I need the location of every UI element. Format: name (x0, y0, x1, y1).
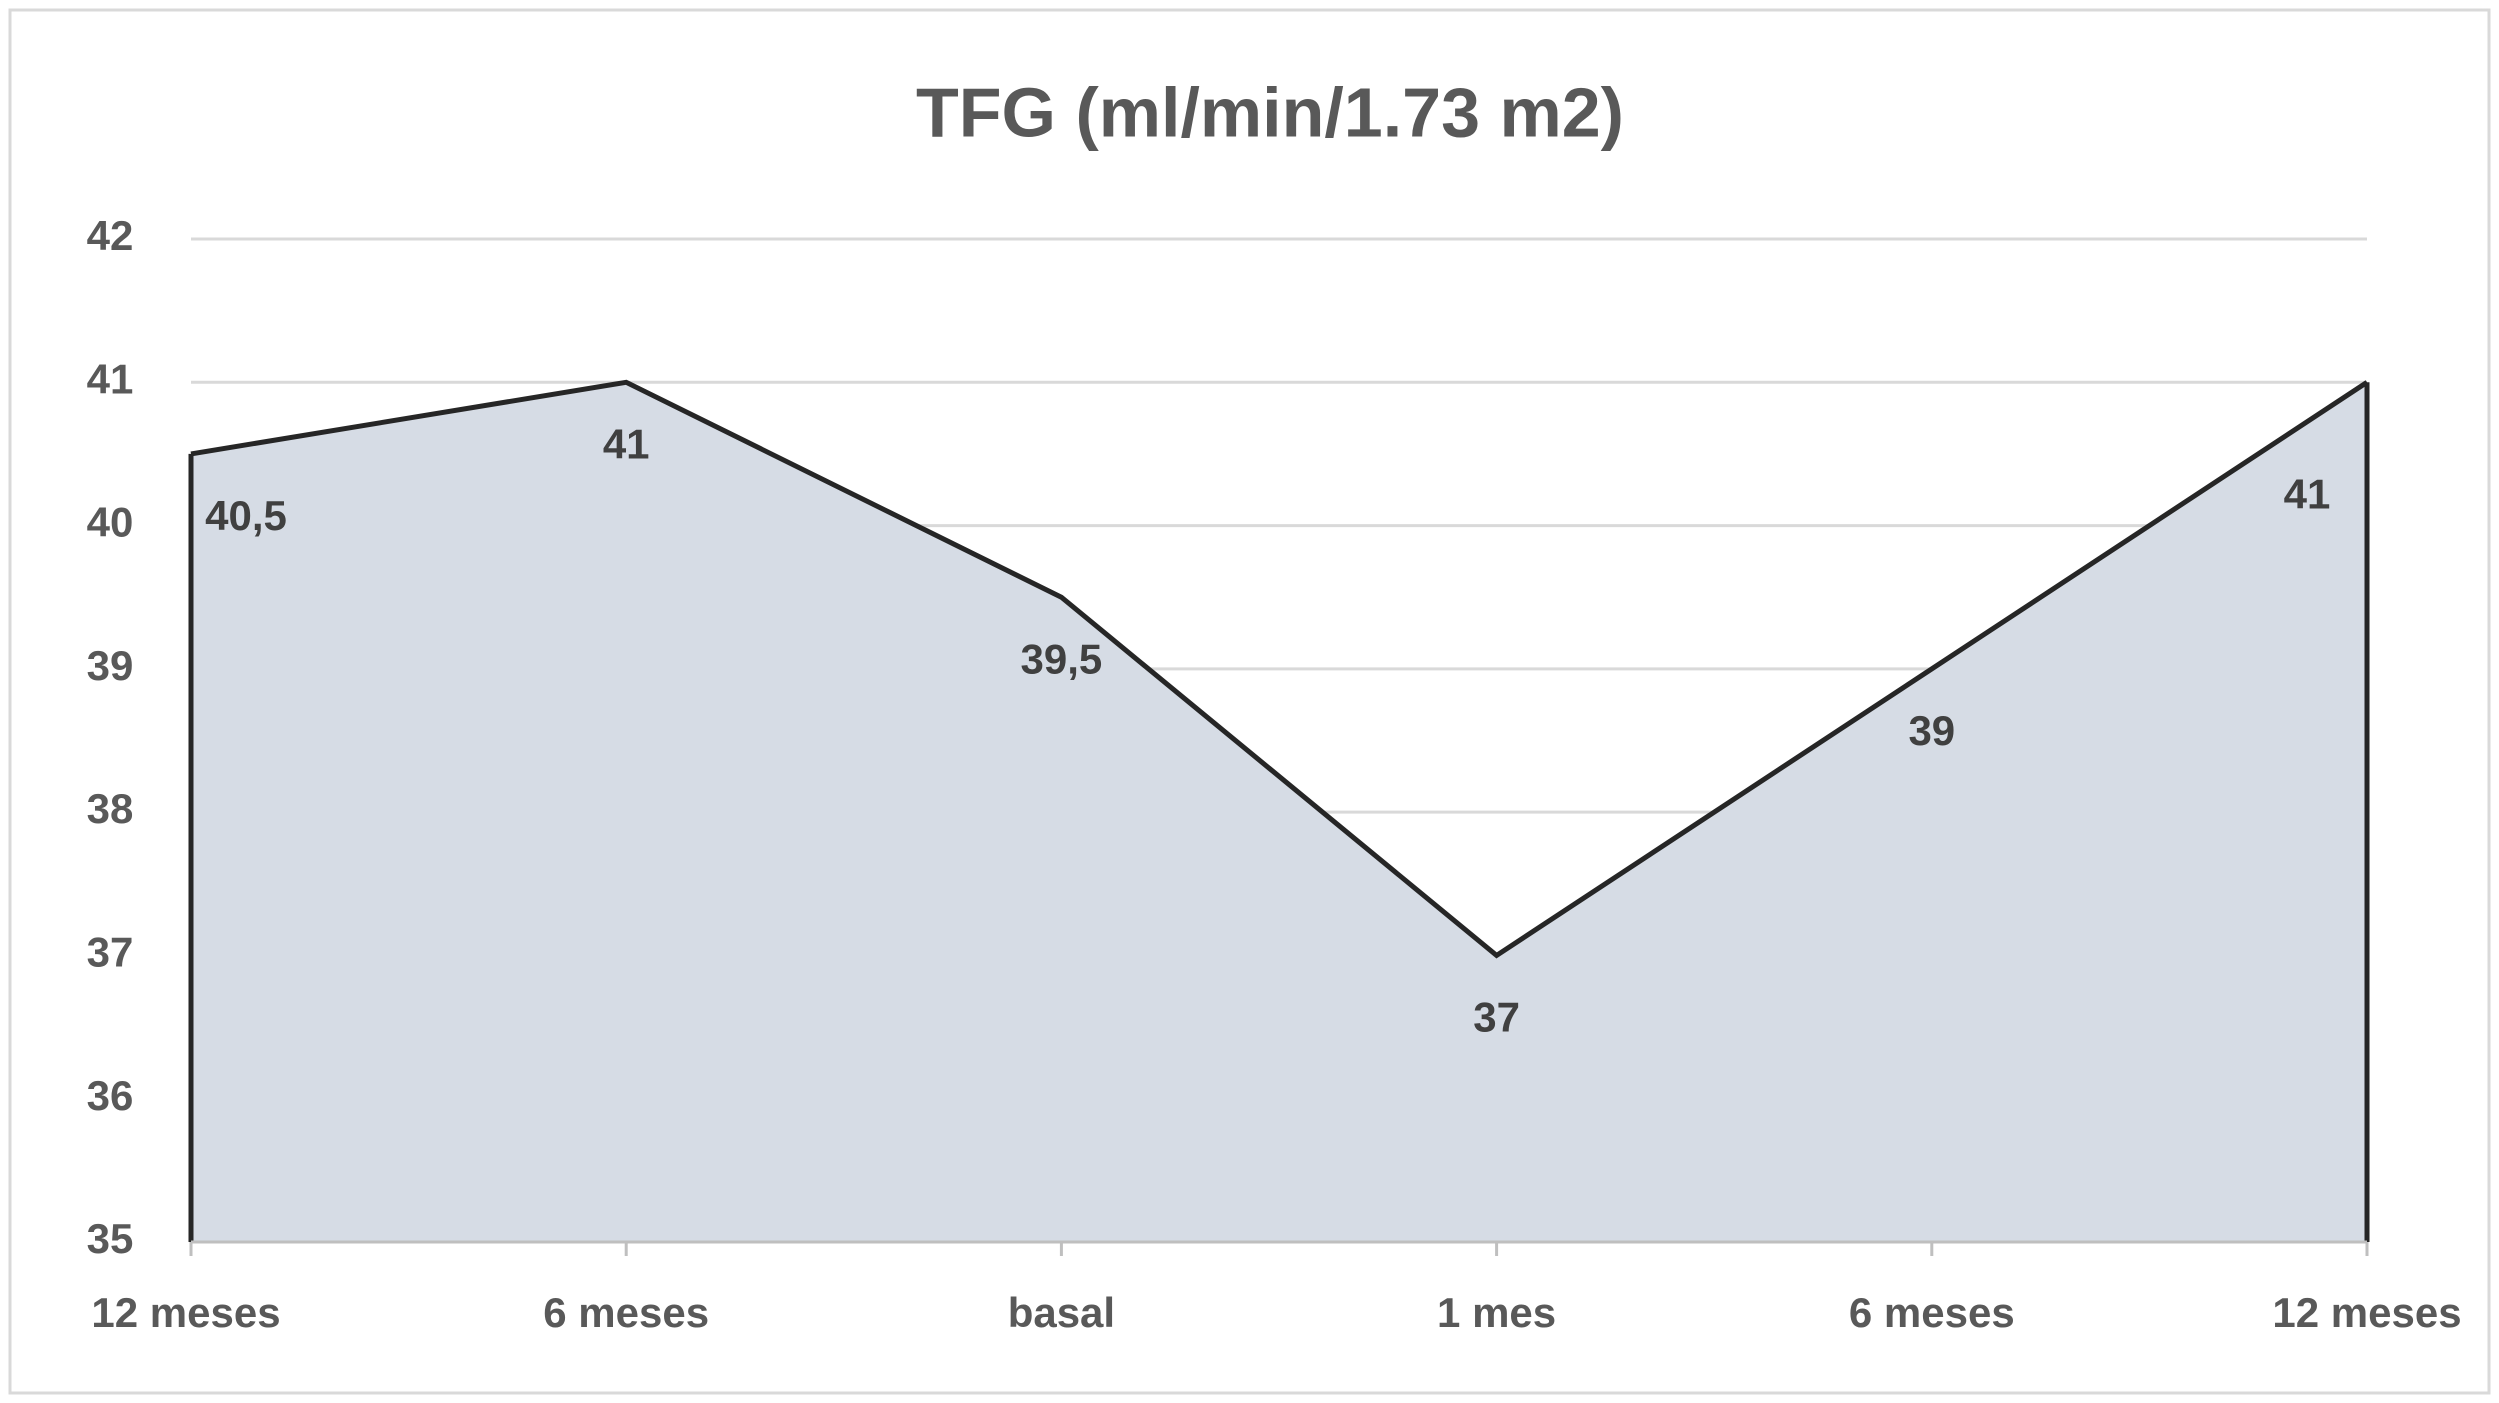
y-tick-label: 35 (87, 1215, 134, 1262)
value-label: 41 (603, 420, 650, 467)
line (190, 379, 2369, 959)
value-label: 39 (1908, 707, 1955, 754)
y-tick-label: 40 (87, 499, 134, 546)
value-label: 40,5 (205, 492, 287, 539)
value-label: 39,5 (1021, 635, 1103, 682)
value-label: 41 (2284, 470, 2331, 517)
x-tick-label: basal (1008, 1289, 1115, 1336)
value-label: 37 (1473, 994, 1520, 1041)
y-tick-label: 41 (87, 355, 134, 402)
y-tick-label: 38 (87, 785, 134, 832)
y-tick-label: 36 (87, 1072, 134, 1119)
x-tick-label: 6 meses (1849, 1289, 2015, 1336)
y-tick-label: 37 (87, 929, 134, 976)
x-tick-label: 12 meses (91, 1289, 280, 1336)
y-tick-label: 39 (87, 642, 134, 689)
x-tick-label: 1 mes (1437, 1289, 1556, 1336)
chart-title: TFG (ml/min/1.73 m2) (916, 73, 1624, 151)
y-tick-label: 42 (87, 212, 134, 259)
x-tick-label: 6 meses (543, 1289, 709, 1336)
area-fill (191, 382, 2367, 1242)
x-tick-label: 12 meses (2272, 1289, 2461, 1336)
